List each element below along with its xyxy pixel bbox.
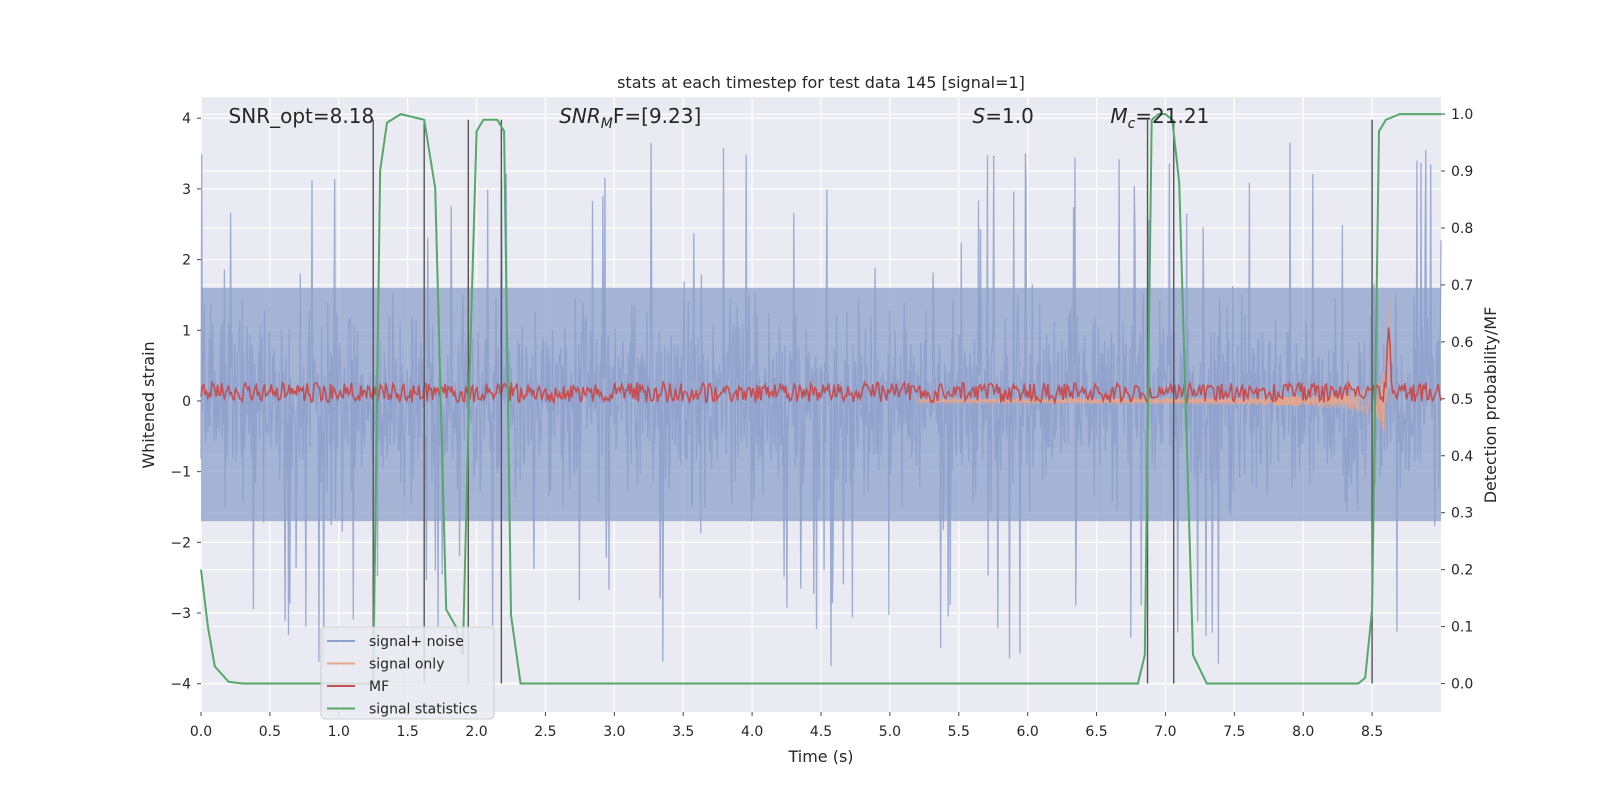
x-tick-label: 6.0 [1017, 724, 1039, 740]
y-right-tick-label: 0.5 [1451, 392, 1473, 408]
x-tick-label: 5.0 [879, 724, 901, 740]
y-left-tick-label: 0 [182, 394, 191, 410]
legend-label: signal only [369, 657, 444, 673]
x-tick-label: 1.5 [397, 724, 419, 740]
x-tick-label: 3.0 [603, 724, 625, 740]
x-tick-label: 3.5 [672, 724, 694, 740]
chart-title: stats at each timestep for test data 145… [617, 73, 1025, 92]
x-tick-label: 4.0 [741, 724, 763, 740]
y-left-tick-label: −3 [170, 606, 191, 622]
x-tick-label: 7.5 [1223, 724, 1245, 740]
series-layer [200, 113, 1442, 685]
y-left-tick-label: 3 [182, 182, 191, 198]
y-left-tick-label: −2 [170, 535, 191, 551]
y-left-tick-label: −1 [170, 465, 191, 481]
annotation: SNR_opt=8.18 [229, 104, 375, 128]
legend-label: signal statistics [369, 702, 477, 718]
legend-box [320, 626, 495, 720]
y-axis-left: 4 3 2 1 0 −1 −2 −3 −4 [170, 111, 201, 693]
x-tick-label: 7.0 [1154, 724, 1176, 740]
y-axis-left-label: Whitened strain [139, 341, 158, 468]
y-right-tick-label: 0.1 [1451, 620, 1473, 636]
series-mf [200, 327, 1442, 406]
y-right-tick-label: 0.4 [1451, 449, 1473, 465]
y-left-tick-label: 4 [182, 111, 191, 127]
x-tick-label: 2.5 [534, 724, 556, 740]
legend-label: signal+ noise [369, 634, 464, 650]
y-left-tick-label: 2 [182, 253, 191, 269]
y-right-tick-label: 0.9 [1451, 164, 1473, 180]
legend: signal+ noise signal only MF signal statist… [320, 626, 495, 720]
y-right-tick-label: 0.2 [1451, 563, 1473, 579]
y-right-tick-label: 0.7 [1451, 278, 1473, 294]
x-tick-label: 0.0 [190, 724, 212, 740]
x-tick-label: 0.5 [259, 724, 281, 740]
annotation: SNRMF=[9.23] [559, 104, 701, 132]
y-right-tick-label: 0.0 [1451, 677, 1473, 693]
y-left-tick-label: 1 [182, 323, 191, 339]
x-tick-label: 1.0 [328, 724, 350, 740]
x-tick-label: 8.0 [1292, 724, 1314, 740]
y-right-tick-label: 0.6 [1451, 335, 1473, 351]
y-right-tick-label: 0.8 [1451, 221, 1473, 237]
series-signal-only [916, 301, 1396, 433]
x-tick-label: 8.5 [1361, 724, 1383, 740]
x-tick-label: 6.5 [1085, 724, 1107, 740]
x-axis-label: Time (s) [787, 747, 853, 766]
y-right-tick-label: 1.0 [1451, 107, 1473, 123]
y-left-tick-label: −4 [170, 677, 191, 693]
x-tick-label: 5.5 [948, 724, 970, 740]
x-tick-label: 2.0 [465, 724, 487, 740]
annotation: S=1.0 [973, 104, 1034, 128]
x-tick-label: 4.5 [810, 724, 832, 740]
annotation: Mc=21.21 [1110, 104, 1209, 132]
series-signal-statistics [200, 113, 1441, 685]
legend-label: MF [369, 679, 389, 695]
y-right-tick-label: 0.3 [1451, 506, 1473, 522]
signal-noise-core-band [201, 287, 1441, 522]
y-axis-right-label: Detection probability/MF [1481, 307, 1500, 504]
annotations: SNR_opt=8.18 SNRMF=[9.23] S=1.0 Mc=21.21 [229, 104, 1210, 132]
y-axis-right: 1.0 0.9 0.8 0.7 0.6 0.5 0.4 0.3 0.2 0.1 0.0 [1441, 107, 1473, 693]
x-axis: 0.0 0.5 1.0 1.5 2.0 2.5 3.0 3.5 4.0 4.5 5.0 5.5 6.0 6… [190, 712, 1383, 740]
